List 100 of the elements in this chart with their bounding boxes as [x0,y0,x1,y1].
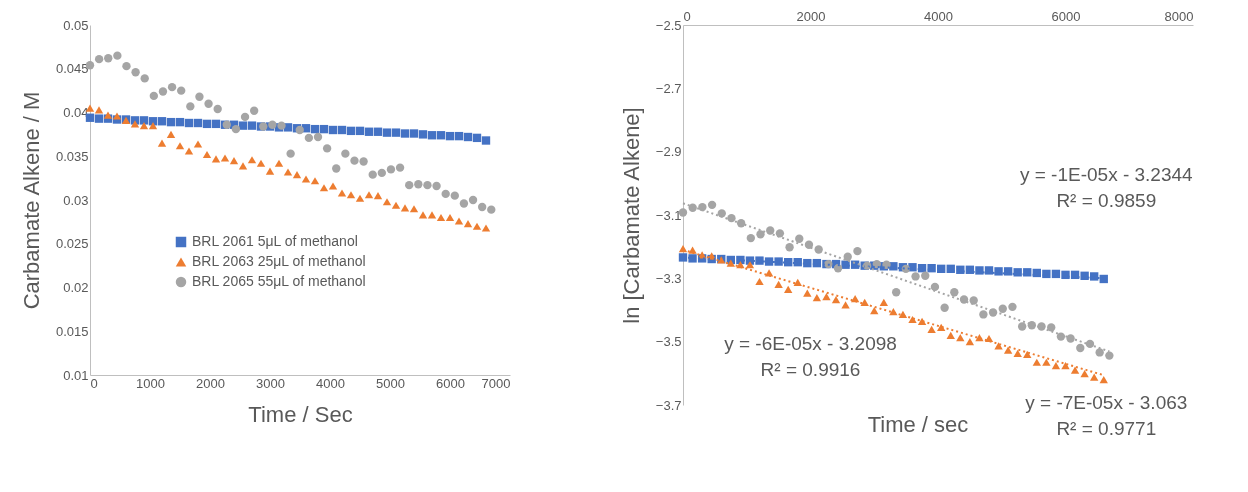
point [463,132,473,142]
point [313,132,323,142]
point [377,168,387,178]
point [727,213,736,223]
point [94,114,104,123]
point [166,130,176,138]
point [1032,358,1041,366]
point [405,180,414,190]
point [940,303,949,312]
point [764,269,774,277]
point [707,200,717,210]
point [755,277,764,286]
point [112,112,122,120]
point [193,140,203,148]
point [319,124,329,134]
point [409,129,419,138]
point [853,246,862,256]
point [202,150,212,159]
point [965,338,975,346]
point [445,131,455,141]
point [157,139,167,147]
y-tick-label: −3.3 [655,270,682,286]
point [843,252,852,261]
point [1080,370,1089,378]
point [959,295,969,304]
point [103,111,113,119]
point [139,116,149,125]
x-axis-title: Time / sec [867,412,969,437]
annotation: y = -6E-05x - 3.2098 R² = 0.9916 [724,333,897,381]
point [481,224,491,232]
point [445,213,455,222]
point [459,199,469,208]
point [831,295,841,304]
legend-label: BRL 2063 25μL of methanol [192,253,366,269]
point [139,122,149,130]
point [879,298,888,307]
point [1013,349,1022,358]
legend-label: BRL 2065 55μL of methanol [192,273,366,289]
point [784,285,793,294]
point [427,131,437,140]
point [1003,346,1013,354]
point [368,170,377,179]
point [975,266,984,275]
y-tick-label: −3.1 [655,207,682,223]
point [1090,373,1099,381]
point [998,304,1007,313]
point [283,168,293,176]
point [477,202,487,212]
point [202,119,212,129]
point [937,323,946,332]
y-axis-title: ln [Carbamate Alkene] [618,107,644,324]
point [193,118,203,128]
point [166,117,176,127]
annotation: y = -1E-05x - 3.2344 R² = 0.9859 [1019,164,1194,211]
point [337,125,347,135]
point [746,233,756,243]
point [249,106,259,115]
point [386,165,396,174]
point [391,201,401,209]
point [481,136,491,145]
point [204,99,213,108]
point [841,301,850,309]
point [785,243,794,252]
point [247,121,257,130]
point [994,267,1003,276]
point [726,259,735,267]
point [256,159,266,167]
x-tick-label: 5000 [376,375,405,391]
y-tick-label: −2.5 [655,17,682,33]
point [184,147,194,155]
point [400,129,410,138]
y-tick-label: 0.05 [63,17,89,33]
point [454,217,464,225]
point [432,181,441,191]
point [1042,358,1051,366]
point [359,157,368,166]
point [85,113,95,122]
y-tick-label: 0.01 [63,367,89,383]
point [946,331,955,339]
point [364,127,374,136]
point [355,194,365,202]
point [240,112,250,122]
point [1090,272,1099,281]
point [911,272,920,281]
y-tick-label: 0.025 [55,236,89,252]
point [756,230,765,239]
x-axis-title: Time / Sec [248,401,353,427]
point [328,182,338,190]
point [292,171,302,179]
point [350,156,359,165]
point [274,159,284,167]
point [301,175,311,183]
point [1023,268,1032,277]
point [322,144,332,153]
point [1095,348,1104,357]
point [764,257,774,266]
point [177,86,186,95]
point [969,296,978,305]
point [131,68,140,77]
point [1076,343,1085,353]
